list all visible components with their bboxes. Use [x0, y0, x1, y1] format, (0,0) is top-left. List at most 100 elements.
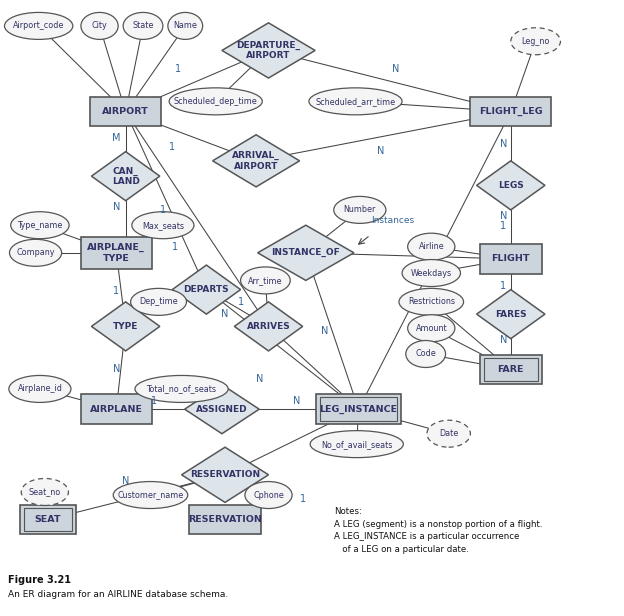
Ellipse shape: [407, 315, 455, 342]
Text: Arr_time: Arr_time: [248, 276, 283, 285]
FancyBboxPatch shape: [80, 394, 152, 424]
Text: Type_name: Type_name: [17, 221, 62, 230]
Polygon shape: [477, 161, 545, 210]
Ellipse shape: [402, 259, 461, 286]
Text: Instances: Instances: [371, 216, 414, 225]
Ellipse shape: [123, 12, 163, 39]
Text: N: N: [377, 146, 384, 156]
Text: N: N: [112, 364, 120, 375]
Polygon shape: [182, 447, 268, 503]
Text: CAN_
LAND: CAN_ LAND: [112, 166, 140, 186]
Text: FLIGHT_LEG: FLIGHT_LEG: [479, 107, 543, 116]
Polygon shape: [235, 302, 303, 351]
Text: 1: 1: [113, 286, 119, 296]
Text: 1: 1: [168, 142, 175, 152]
Ellipse shape: [245, 482, 292, 509]
Polygon shape: [477, 290, 545, 339]
Text: No_of_avail_seats: No_of_avail_seats: [321, 440, 392, 448]
Text: DEPARTS: DEPARTS: [183, 285, 229, 294]
Text: 1: 1: [150, 396, 157, 406]
Ellipse shape: [113, 482, 188, 509]
Ellipse shape: [4, 12, 73, 39]
Text: Date: Date: [439, 429, 458, 438]
Text: LEG_INSTANCE: LEG_INSTANCE: [319, 405, 397, 414]
Text: DEPARTURE_
AIRPORT: DEPARTURE_ AIRPORT: [236, 41, 301, 60]
Ellipse shape: [81, 12, 118, 39]
FancyBboxPatch shape: [189, 505, 261, 534]
Text: N: N: [321, 326, 328, 336]
Polygon shape: [172, 265, 241, 314]
Text: 1: 1: [500, 281, 507, 291]
Text: AIRPLANE: AIRPLANE: [90, 405, 143, 414]
Ellipse shape: [135, 376, 228, 402]
Ellipse shape: [241, 267, 290, 294]
Text: N: N: [500, 335, 507, 345]
Ellipse shape: [511, 28, 560, 55]
Ellipse shape: [310, 431, 403, 458]
Text: Total_no_of_seats: Total_no_of_seats: [147, 384, 217, 394]
Polygon shape: [185, 384, 259, 434]
Ellipse shape: [168, 12, 203, 39]
Text: City: City: [92, 22, 107, 30]
Text: N: N: [392, 64, 399, 74]
Text: An ER diagram for an AIRLINE database schema.: An ER diagram for an AIRLINE database sc…: [7, 590, 228, 599]
Text: N: N: [500, 139, 507, 148]
Ellipse shape: [132, 212, 194, 239]
Ellipse shape: [9, 240, 62, 266]
Text: Dep_time: Dep_time: [139, 298, 178, 306]
Text: Airline: Airline: [419, 242, 444, 251]
Text: Figure 3.21: Figure 3.21: [7, 575, 71, 585]
Text: Name: Name: [173, 22, 197, 30]
Text: Scheduled_arr_time: Scheduled_arr_time: [315, 97, 396, 106]
Text: Restrictions: Restrictions: [407, 298, 455, 306]
Text: 1: 1: [238, 297, 244, 307]
Text: 1: 1: [300, 494, 306, 505]
Text: Airport_code: Airport_code: [13, 22, 64, 30]
Text: LEGS: LEGS: [498, 181, 524, 190]
Polygon shape: [222, 23, 315, 78]
Text: AIRPORT: AIRPORT: [102, 107, 149, 116]
FancyBboxPatch shape: [470, 97, 551, 126]
Text: 1: 1: [500, 221, 507, 232]
Text: FARE: FARE: [497, 365, 524, 374]
Ellipse shape: [9, 376, 71, 402]
Text: ARRIVAL_
AIRPORT: ARRIVAL_ AIRPORT: [232, 151, 280, 171]
Text: N: N: [122, 476, 129, 486]
Text: N: N: [112, 202, 120, 212]
Text: RESERVATION: RESERVATION: [190, 470, 260, 479]
Ellipse shape: [309, 88, 402, 115]
Text: N: N: [500, 211, 507, 221]
Ellipse shape: [334, 197, 386, 224]
Polygon shape: [258, 225, 354, 280]
Text: FARES: FARES: [495, 310, 527, 318]
FancyBboxPatch shape: [480, 355, 542, 384]
Ellipse shape: [169, 88, 262, 115]
Ellipse shape: [11, 212, 69, 239]
Ellipse shape: [406, 341, 446, 368]
Text: Number: Number: [344, 205, 376, 214]
Text: Weekdays: Weekdays: [411, 269, 452, 278]
Text: 1: 1: [175, 64, 182, 74]
Text: Max_seats: Max_seats: [142, 221, 184, 230]
FancyBboxPatch shape: [480, 244, 542, 274]
FancyBboxPatch shape: [80, 237, 152, 269]
Text: SEAT: SEAT: [35, 515, 61, 524]
Ellipse shape: [130, 288, 187, 315]
Text: INSTANCE_OF: INSTANCE_OF: [271, 248, 340, 257]
Text: 1: 1: [160, 205, 166, 215]
Text: 1: 1: [172, 241, 178, 252]
Ellipse shape: [399, 288, 464, 315]
Polygon shape: [213, 135, 300, 187]
Ellipse shape: [427, 420, 470, 447]
Text: RESERVATION: RESERVATION: [188, 515, 262, 524]
Text: Amount: Amount: [416, 324, 447, 333]
Text: M: M: [112, 132, 120, 142]
Text: FLIGHT: FLIGHT: [492, 254, 530, 264]
Text: TYPE: TYPE: [113, 322, 139, 331]
Text: ASSIGNED: ASSIGNED: [196, 405, 248, 414]
FancyBboxPatch shape: [20, 505, 76, 534]
Ellipse shape: [21, 479, 69, 506]
Polygon shape: [92, 152, 160, 201]
Ellipse shape: [407, 233, 455, 260]
Text: Scheduled_dep_time: Scheduled_dep_time: [174, 97, 258, 106]
